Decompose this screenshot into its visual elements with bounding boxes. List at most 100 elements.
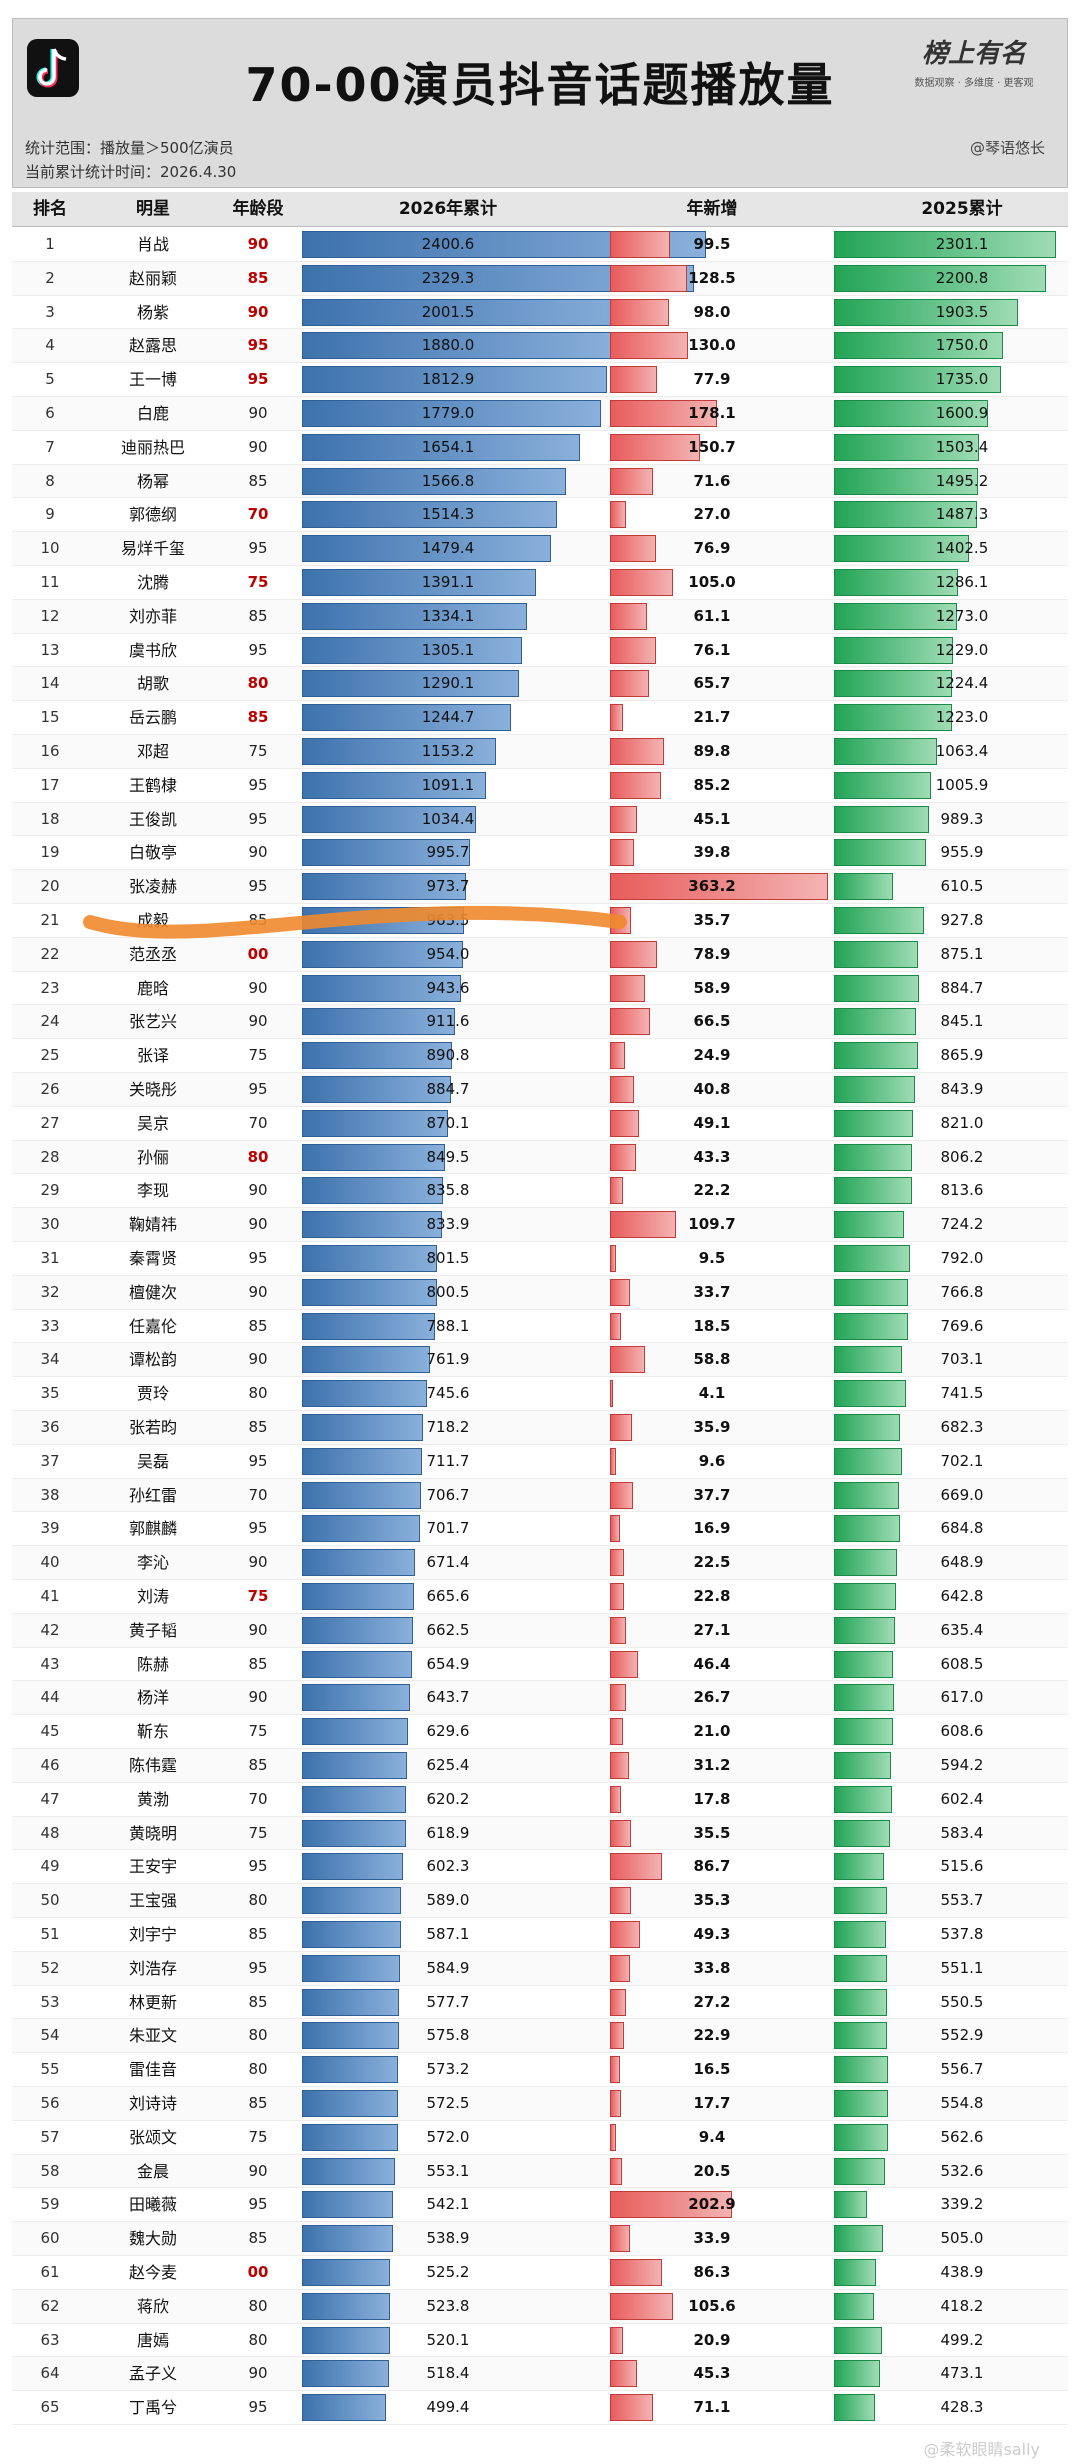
value-2025: 2200.8 bbox=[935, 268, 989, 287]
name-cell: 赵今麦 bbox=[128, 2263, 177, 2282]
bar-new bbox=[610, 805, 638, 833]
bar-2026 bbox=[302, 2191, 394, 2219]
value-new: 31.2 bbox=[693, 1756, 731, 1774]
table-row: 26 关晓彤 95 884.7 40.8 843.9 bbox=[12, 1073, 1068, 1107]
bar-new bbox=[610, 1954, 631, 1982]
age-cell: 85 bbox=[248, 606, 268, 625]
value-new: 9.4 bbox=[698, 2127, 726, 2146]
value-2026: 1290.1 bbox=[421, 674, 475, 693]
value-2026: 662.5 bbox=[426, 1620, 470, 1639]
name-cell: 张颂文 bbox=[128, 2127, 177, 2147]
bar-new bbox=[610, 501, 627, 529]
bar-2026 bbox=[302, 1380, 428, 1408]
bar-2026 bbox=[302, 771, 486, 799]
value-2025: 684.8 bbox=[940, 1519, 984, 1538]
value-2025: 532.6 bbox=[940, 2161, 984, 2180]
bar-new bbox=[610, 1718, 623, 1746]
bar-2026 bbox=[302, 2326, 390, 2354]
col-age: 年龄段 bbox=[232, 199, 284, 219]
bar-2025 bbox=[834, 602, 957, 630]
value-new: 130.0 bbox=[688, 336, 736, 355]
value-2025: 813.6 bbox=[940, 1181, 984, 1200]
table-row: 51 刘宇宁 85 587.1 49.3 537.8 bbox=[12, 1918, 1068, 1952]
bar-2025 bbox=[834, 1177, 913, 1205]
value-2026: 943.6 bbox=[426, 978, 470, 997]
bar-2026 bbox=[302, 1346, 431, 1374]
value-2025: 537.8 bbox=[940, 1925, 984, 1943]
age-cell: 95 bbox=[248, 877, 268, 896]
rank-cell: 41 bbox=[40, 1587, 60, 1605]
value-new: 40.8 bbox=[693, 1080, 731, 1098]
age-cell: 90 bbox=[248, 1553, 268, 1572]
bar-new bbox=[610, 1752, 629, 1779]
name-cell: 王一博 bbox=[128, 370, 177, 390]
bar-2026 bbox=[302, 1954, 401, 1982]
bar-new bbox=[610, 1515, 621, 1543]
bar-new bbox=[610, 1008, 650, 1036]
value-2025: 339.2 bbox=[940, 2195, 984, 2214]
bar-new bbox=[610, 1211, 676, 1239]
bar-new bbox=[610, 1042, 625, 1070]
bar-new bbox=[610, 636, 656, 664]
bar-new bbox=[610, 2090, 621, 2117]
bar-new bbox=[610, 1109, 640, 1137]
bar-new bbox=[610, 1616, 627, 1644]
age-cell: 85 bbox=[248, 1418, 268, 1436]
value-2025: 682.3 bbox=[940, 1418, 984, 1436]
bar-new bbox=[610, 1650, 638, 1678]
table-row: 53 林更新 85 577.7 27.2 550.5 bbox=[12, 1986, 1068, 2020]
value-new: 85.2 bbox=[693, 775, 731, 794]
age-cell: 90 bbox=[248, 1620, 268, 1639]
bar-2026 bbox=[302, 704, 512, 732]
bar-2025 bbox=[834, 1752, 892, 1779]
name-cell: 唐嫣 bbox=[136, 2330, 169, 2350]
value-new: 22.2 bbox=[693, 1181, 731, 1200]
name-cell: 张艺兴 bbox=[128, 1012, 177, 1032]
age-cell: 90 bbox=[248, 404, 268, 422]
bar-2025 bbox=[834, 298, 1018, 326]
bar-new bbox=[610, 940, 658, 968]
table-row: 47 黄渤 70 620.2 17.8 602.4 bbox=[12, 1783, 1068, 1817]
value-new: 49.1 bbox=[693, 1113, 731, 1132]
value-new: 58.8 bbox=[693, 1350, 731, 1369]
value-2026: 1391.1 bbox=[421, 573, 475, 591]
bar-2025 bbox=[834, 1650, 893, 1678]
bar-2026 bbox=[302, 1515, 421, 1543]
value-2026: 788.1 bbox=[426, 1316, 470, 1335]
bar-2025 bbox=[834, 839, 927, 867]
value-2025: 438.9 bbox=[940, 2263, 984, 2281]
name-cell: 黄渤 bbox=[136, 1789, 169, 1809]
value-2025: 1224.4 bbox=[935, 674, 989, 693]
rank-cell: 42 bbox=[40, 1620, 60, 1639]
rank-cell: 28 bbox=[40, 1147, 60, 1166]
bar-2025 bbox=[834, 704, 952, 732]
value-2026: 870.1 bbox=[426, 1113, 470, 1132]
age-cell: 95 bbox=[248, 809, 268, 828]
rank-cell: 20 bbox=[40, 877, 60, 896]
value-new: 21.0 bbox=[693, 1722, 731, 1741]
name-cell: 郭麒麟 bbox=[128, 1519, 177, 1539]
rank-cell: 29 bbox=[40, 1181, 60, 1200]
col-new: 年新增 bbox=[686, 199, 738, 219]
age-cell: 75 bbox=[248, 742, 268, 760]
value-new: 49.3 bbox=[693, 1925, 731, 1943]
name-cell: 成毅 bbox=[136, 911, 169, 930]
value-2026: 643.7 bbox=[426, 1688, 470, 1707]
bar-2025 bbox=[834, 907, 924, 934]
value-new: 76.1 bbox=[693, 640, 731, 659]
value-new: 33.9 bbox=[693, 2229, 731, 2248]
bar-2026 bbox=[302, 1076, 451, 1103]
bar-2026 bbox=[302, 1481, 421, 1509]
value-2025: 418.2 bbox=[940, 2296, 984, 2315]
bar-new bbox=[610, 2292, 674, 2320]
value-2025: 1286.1 bbox=[935, 573, 989, 591]
value-2026: 538.9 bbox=[426, 2229, 470, 2248]
bar-2026 bbox=[302, 1143, 445, 1171]
table-row: 19 白敬亭 90 995.7 39.8 955.9 bbox=[12, 836, 1068, 871]
value-new: 39.8 bbox=[693, 843, 731, 862]
rank-cell: 3 bbox=[45, 302, 55, 321]
table-row: 52 刘浩存 95 584.9 33.8 551.1 bbox=[12, 1951, 1068, 1986]
bar-2025 bbox=[834, 636, 953, 664]
bar-new bbox=[610, 2022, 624, 2050]
bar-2025 bbox=[834, 670, 953, 698]
